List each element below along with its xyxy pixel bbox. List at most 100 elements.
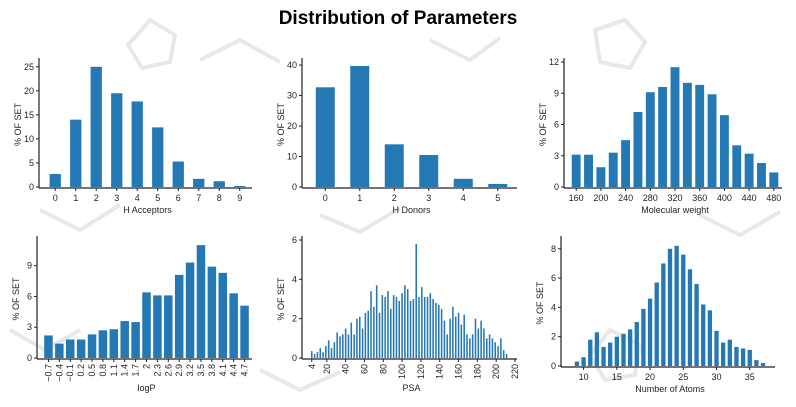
bar xyxy=(588,339,593,366)
bar xyxy=(319,348,322,358)
bar xyxy=(70,119,82,187)
bar xyxy=(707,94,717,187)
bar xyxy=(76,339,86,358)
bar xyxy=(373,306,375,358)
x-tick-label: 100 xyxy=(397,364,407,379)
bar xyxy=(449,318,451,358)
y-tick-label: 0 xyxy=(292,353,297,363)
decor-chain-top xyxy=(199,36,502,64)
bar xyxy=(339,336,341,358)
bar xyxy=(193,178,205,187)
bar xyxy=(634,322,639,366)
bar xyxy=(426,297,429,358)
bar xyxy=(505,354,508,358)
x-tick-label: 440 xyxy=(742,193,757,203)
bar xyxy=(608,152,618,188)
bar xyxy=(584,154,593,187)
x-tick-label: 160 xyxy=(454,364,464,379)
bar xyxy=(350,322,353,358)
decor-ring-right xyxy=(593,18,647,70)
x-tick-label: −0.7 xyxy=(43,364,53,382)
bar xyxy=(682,82,692,187)
bar xyxy=(131,322,140,358)
bar xyxy=(469,338,471,358)
y-tick-label: 0 xyxy=(292,182,297,192)
y-tick-label: 20 xyxy=(24,86,34,96)
x-tick-label: 4.1 xyxy=(218,364,228,377)
y-axis-title: % OF SET xyxy=(276,103,286,147)
x-tick-label: 60 xyxy=(359,364,369,374)
x-tick-label: 1.4 xyxy=(120,364,130,377)
bar xyxy=(633,112,643,187)
y-tick-label: 0 xyxy=(554,182,559,192)
bar xyxy=(412,299,415,358)
y-tick-label: 0 xyxy=(29,182,34,192)
bar xyxy=(322,352,324,358)
bar xyxy=(480,320,482,358)
x-tick-label: 2 xyxy=(392,193,397,203)
x-tick-label: 400 xyxy=(717,193,732,203)
bar xyxy=(695,84,705,187)
bar xyxy=(381,295,384,358)
y-tick-label: 6 xyxy=(551,273,556,283)
bar xyxy=(596,167,606,187)
y-tick-label: 15 xyxy=(24,110,34,120)
bar xyxy=(384,297,386,358)
bar xyxy=(435,302,437,358)
x-tick-label: 7 xyxy=(196,193,201,203)
bar xyxy=(497,346,499,358)
y-tick-label: 3 xyxy=(554,151,559,161)
bar xyxy=(432,299,434,358)
x-axis-title: Number of Atoms xyxy=(635,384,705,394)
bar xyxy=(754,360,759,366)
bar xyxy=(213,181,225,187)
y-tick-label: 12 xyxy=(549,57,559,67)
x-tick-label: 4.7 xyxy=(240,364,250,377)
bar xyxy=(152,127,164,187)
x-tick-label: 10 xyxy=(579,372,589,382)
x-tick-label: 8 xyxy=(217,193,222,203)
y-axis-title: % OF SET xyxy=(13,103,23,147)
bar xyxy=(87,334,97,358)
x-tick-label: 4 xyxy=(307,364,317,369)
bar xyxy=(719,115,729,187)
bar xyxy=(732,145,742,187)
bar xyxy=(477,328,480,358)
x-tick-label: 15 xyxy=(612,372,622,382)
bar xyxy=(55,343,64,358)
bar xyxy=(415,243,417,358)
bar xyxy=(44,335,53,358)
x-tick-label: 480 xyxy=(766,193,781,203)
x-tick-label: 4.4 xyxy=(229,364,239,377)
bar xyxy=(734,346,739,366)
x-tick-label: 1.1 xyxy=(109,364,119,377)
bar xyxy=(409,300,412,358)
x-tick-label: 0.5 xyxy=(87,364,97,377)
bar xyxy=(438,304,440,358)
y-tick-label: 2 xyxy=(292,314,297,324)
chart-number-of-atoms: 0 2 4 6 8 10 15 20 25 30 35 Number of Atoms % OF SET xyxy=(535,236,775,394)
bar xyxy=(769,172,779,187)
bar xyxy=(621,140,631,188)
bar xyxy=(333,342,336,358)
y-tick-label: 30 xyxy=(287,91,297,101)
bar xyxy=(667,248,673,366)
bar xyxy=(330,348,333,358)
bar xyxy=(757,163,766,187)
y-tick-label: 6 xyxy=(292,235,297,245)
bar xyxy=(336,332,338,358)
bar xyxy=(471,334,474,358)
bar xyxy=(174,274,184,358)
bar xyxy=(601,346,606,366)
x-tick-label: 320 xyxy=(667,193,682,203)
bar xyxy=(358,316,361,358)
x-tick-label: −0.4 xyxy=(54,364,64,382)
x-tick-label: 0 xyxy=(53,193,58,203)
y-axis-title: % OF SET xyxy=(276,277,286,321)
bar xyxy=(727,339,732,366)
x-tick-label: 40 xyxy=(341,364,351,374)
x-axis-title: H Donors xyxy=(392,205,431,215)
bar xyxy=(608,342,613,366)
bar xyxy=(313,354,316,358)
bar xyxy=(453,178,473,187)
